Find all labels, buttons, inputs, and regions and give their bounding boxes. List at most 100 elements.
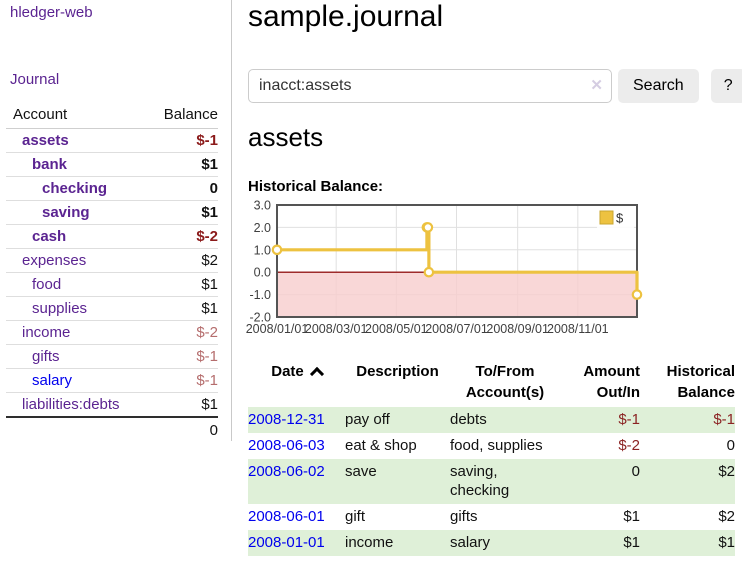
chart-legend-label: $: [616, 211, 624, 226]
description-column-header: Description: [356, 363, 439, 380]
account-link-gifts[interactable]: gifts: [32, 348, 60, 365]
account-link-salary[interactable]: salary: [32, 372, 73, 389]
transaction-amount: 0: [631, 463, 640, 480]
chart-y-tick-label: 3.0: [254, 199, 271, 213]
account-balance: $1: [201, 276, 218, 293]
account-row: income $-2: [6, 321, 218, 345]
account-link-food[interactable]: food: [32, 276, 62, 293]
chart-y-tick-label: 0.0: [254, 266, 271, 280]
clear-search-icon[interactable]: ✕: [590, 77, 603, 94]
account-balance: $1: [201, 204, 218, 221]
app-title-link[interactable]: hledger-web: [10, 4, 93, 21]
transaction-accounts: saving, checking: [450, 463, 510, 499]
transaction-amount: $-1: [618, 411, 640, 428]
account-balance: $1: [201, 156, 218, 173]
account-column-header: Account: [13, 106, 68, 123]
register-row: 2008-06-02 save saving, checking 0 $2: [248, 459, 735, 504]
chart-y-tick-label: 1.0: [254, 243, 271, 257]
account-link-liabilities-debts[interactable]: liabilities:debts: [22, 396, 120, 413]
transaction-date-link[interactable]: 2008-06-01: [248, 508, 325, 525]
search-form: ✕ Search ?: [248, 69, 742, 103]
page-title: sample.journal: [248, 0, 444, 33]
chart-point: [423, 266, 435, 278]
help-button[interactable]: ?: [710, 69, 742, 103]
account-row: salary $-1: [6, 369, 218, 393]
register-row: 2008-06-03 eat & shop food, supplies $-2 0: [248, 433, 735, 459]
chart-y-tick-label: 2.0: [254, 221, 271, 235]
transaction-date-link[interactable]: 2008-06-02: [248, 463, 325, 480]
accounts-rows: assets $-1 bank $1 checking 0 saving $1 cash $-2 e…: [6, 129, 218, 418]
account-link-cash[interactable]: cash: [32, 228, 67, 245]
transaction-amount: $1: [623, 508, 640, 525]
chart-point: [631, 289, 643, 300]
date-column-header[interactable]: Date: [248, 361, 345, 407]
account-row: checking 0: [6, 177, 218, 201]
account-row: gifts $-1: [6, 345, 218, 369]
transaction-description: save: [345, 463, 377, 480]
chart-y-tick-label: -2.0: [249, 311, 271, 325]
transaction-description: pay off: [345, 411, 390, 428]
sort-asc-icon: [309, 366, 324, 382]
transaction-date-link[interactable]: 2008-12-31: [248, 411, 325, 428]
search-button[interactable]: Search: [618, 69, 699, 103]
account-row: expenses $2: [6, 249, 218, 273]
account-link-checking[interactable]: checking: [42, 180, 108, 197]
account-link-supplies[interactable]: supplies: [32, 300, 88, 317]
accounts-column-header: To/From Account(s): [465, 363, 545, 401]
accounts-table: Account Balance assets $-1 bank $1 checking 0…: [6, 103, 218, 442]
account-balance: $-2: [196, 228, 218, 245]
account-balance: $2: [201, 252, 218, 269]
transaction-balance: $1: [718, 534, 735, 551]
account-link-assets[interactable]: assets: [22, 132, 69, 149]
account-row: cash $-2: [6, 225, 218, 249]
balance-column-header-main: Historical Balance: [666, 363, 735, 401]
balance-column-header: Balance: [163, 106, 218, 123]
accounts-total-row: 0: [6, 418, 218, 442]
transaction-date-link[interactable]: 2008-01-01: [248, 534, 325, 551]
transaction-description: gift: [345, 508, 366, 525]
account-row: saving $1: [6, 201, 218, 225]
transaction-date-link[interactable]: 2008-06-03: [248, 437, 325, 454]
transaction-description: eat & shop: [345, 437, 417, 454]
chart-point: [422, 222, 434, 233]
account-link-income[interactable]: income: [22, 324, 71, 341]
account-balance: $1: [201, 396, 218, 413]
account-row: supplies $1: [6, 297, 218, 321]
account-link-expenses[interactable]: expenses: [22, 252, 87, 269]
transaction-accounts: debts: [450, 411, 487, 428]
transaction-accounts: gifts: [450, 508, 478, 525]
account-link-bank[interactable]: bank: [32, 156, 68, 173]
chart-negative-region: [277, 272, 637, 317]
account-balance: $-1: [196, 372, 218, 389]
account-balance: $-1: [196, 348, 218, 365]
sidebar-item-journal[interactable]: Journal: [10, 71, 60, 88]
transaction-balance: $2: [718, 463, 735, 480]
chart-x-tick-label: 2008/11/01: [547, 322, 609, 336]
account-balance: $1: [201, 300, 218, 317]
register-body: 2008-12-31 pay off debts $-1 $-1 2008-06-03 ea…: [248, 407, 735, 556]
accounts-total-value: 0: [209, 422, 218, 439]
account-balance: $-1: [196, 132, 218, 149]
account-row: food $1: [6, 273, 218, 297]
transaction-amount: $1: [623, 534, 640, 551]
chart-point: [271, 244, 283, 256]
transaction-balance: 0: [726, 437, 735, 454]
register-row: 2008-12-31 pay off debts $-1 $-1: [248, 407, 735, 433]
register-row: 2008-01-01 income salary $1 $1: [248, 530, 735, 556]
chart-x-tick-label: 2008/09/01: [486, 322, 549, 336]
search-input[interactable]: [248, 69, 612, 103]
register-table: Date Description To/From Account(s) Amou…: [248, 361, 735, 556]
main-content: sample.journal ✕ Search ? assets Histori…: [246, 0, 742, 582]
chart-x-tick-label: 2008/07/01: [425, 322, 488, 336]
historical-balance-chart: $3.0 2.0 1.0 0.0 -1.0 -2.02008/01/012008/03/0…: [246, 199, 643, 336]
chart-x-tick-label: 2008/05/01: [365, 322, 428, 336]
account-row: bank $1: [6, 153, 218, 177]
register-header-row: Date Description To/From Account(s) Amou…: [248, 361, 735, 407]
chart-title: Historical Balance:: [248, 178, 384, 195]
sidebar: hledger-web Journal Account Balance asse…: [0, 0, 232, 441]
transaction-accounts: salary: [450, 534, 491, 551]
account-link-saving[interactable]: saving: [42, 204, 90, 221]
account-row: liabilities:debts $1: [6, 393, 218, 418]
transaction-description: income: [345, 534, 394, 551]
accounts-table-header: Account Balance: [6, 103, 218, 129]
